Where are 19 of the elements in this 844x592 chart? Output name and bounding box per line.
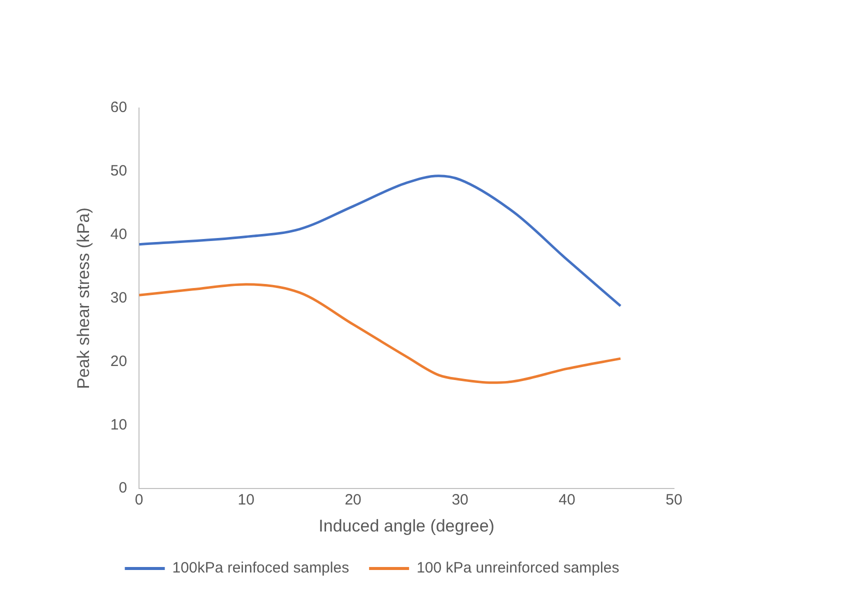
x-tick-label: 0 bbox=[134, 492, 144, 509]
legend-label: 100 kPa unreinforced samples bbox=[416, 560, 620, 577]
y-tick-label: 20 bbox=[110, 352, 128, 370]
y-tick-label: 60 bbox=[110, 99, 128, 116]
x-tick-label: 10 bbox=[238, 492, 254, 509]
x-tick-label: 40 bbox=[558, 492, 576, 509]
x-tick-label: 30 bbox=[452, 492, 468, 509]
legend-label: 100kPa reinfoced samples bbox=[172, 560, 350, 577]
y-tick-label: 0 bbox=[118, 480, 128, 497]
y-tick-label: 10 bbox=[110, 416, 128, 434]
x-tick-label: 20 bbox=[344, 492, 362, 509]
x-tick-label: 50 bbox=[666, 492, 682, 509]
y-tick-label: 40 bbox=[110, 226, 128, 244]
line-series bbox=[139, 174, 622, 308]
x-axis-title: Induced angle (degree) bbox=[318, 516, 494, 536]
y-axis-title: Peak shear stress (kPa) bbox=[74, 208, 93, 390]
y-tick-label: 50 bbox=[110, 162, 128, 180]
line-series bbox=[139, 283, 622, 384]
y-tick-label: 30 bbox=[110, 289, 128, 306]
